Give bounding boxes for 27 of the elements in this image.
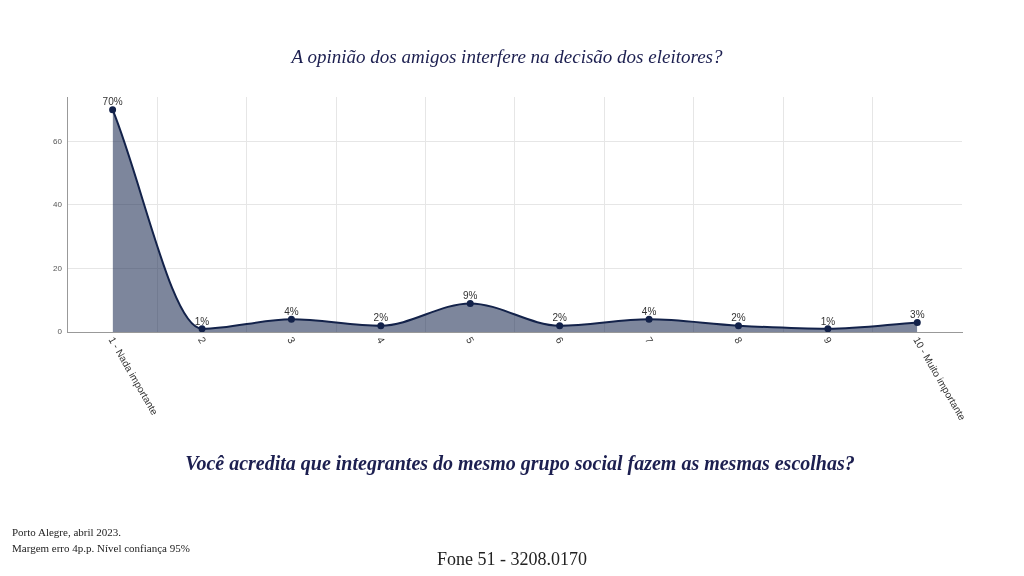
- x-tick-label: 9: [821, 334, 835, 346]
- chart-title: A opinião dos amigos interfere na decisão dos eleitores?: [289, 46, 724, 68]
- y-tick-label: 0: [57, 327, 63, 337]
- data-label: 3%: [910, 309, 925, 321]
- y-tick-label: 40: [52, 200, 63, 210]
- data-label: 9%: [463, 290, 478, 302]
- x-tick-label: 7: [642, 334, 656, 346]
- text: Margem erro 4p.p. Nível confiança 95%: [12, 542, 190, 554]
- data-label: 4%: [284, 306, 299, 318]
- data-label: 4%: [641, 306, 657, 318]
- x-tick-label: 3: [285, 334, 298, 346]
- data-label: 1%: [820, 315, 836, 327]
- text: Você acredita que integrantes do mesmo grupo social fazem as mesmas escolhas?: [184, 452, 856, 475]
- x-tick-label: 5: [464, 334, 477, 346]
- x-tick-label: 8: [732, 334, 745, 346]
- data-label: 2%: [373, 312, 389, 324]
- data-label: 1%: [194, 315, 210, 327]
- x-tick-label: 2: [195, 334, 209, 346]
- text: Fone 51 - 3208.0170: [437, 549, 587, 569]
- data-label: 2%: [731, 312, 746, 324]
- data-label: 2%: [552, 312, 567, 324]
- x-tick-label: 4: [374, 334, 388, 346]
- y-tick-label: 60: [52, 136, 63, 146]
- y-tick-label: 20: [52, 263, 63, 273]
- x-tick-label: 6: [553, 334, 567, 346]
- text: Porto Alegre, abril 2023.: [12, 526, 122, 538]
- data-label: 70%: [102, 96, 123, 108]
